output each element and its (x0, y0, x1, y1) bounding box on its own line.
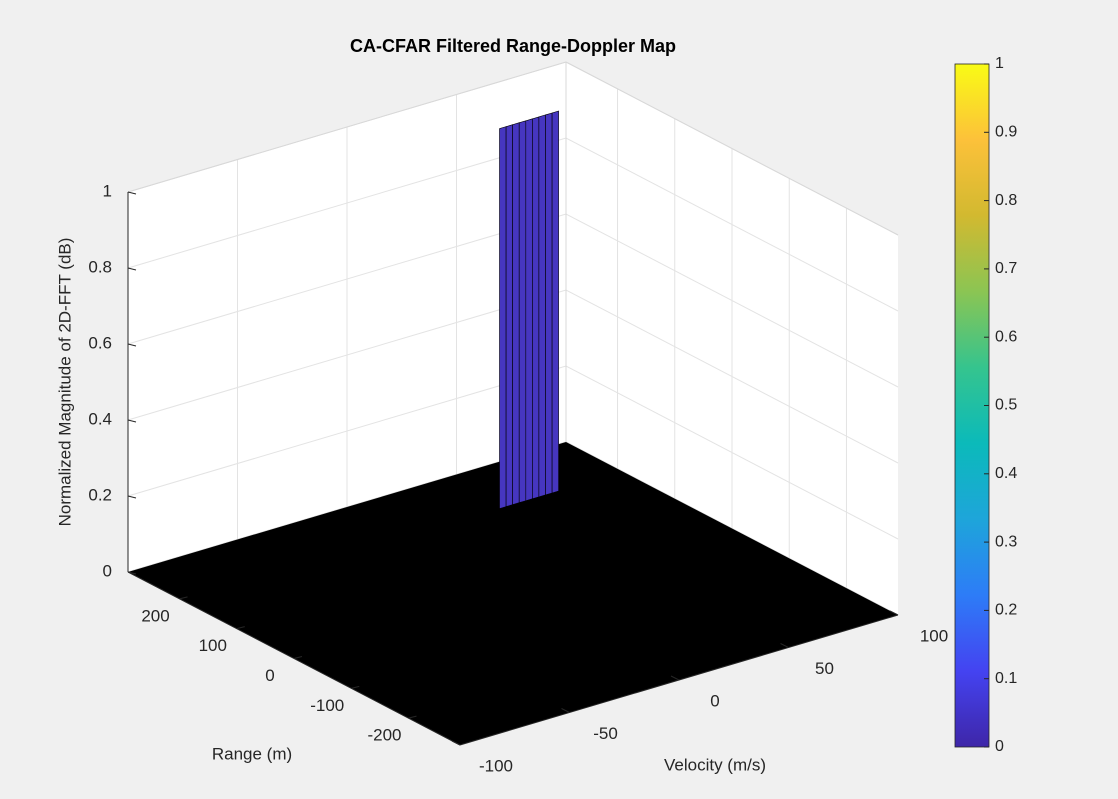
x-tick-label: -100 (479, 756, 513, 775)
colorbar-tick-label: 0.4 (995, 465, 1017, 482)
colorbar-tick-label: 0.2 (995, 602, 1017, 619)
peak-strip (545, 112, 553, 496)
peak-strip (525, 118, 533, 502)
colorbar-tick-label: 0.7 (995, 260, 1017, 277)
peak-strip (532, 116, 540, 500)
tick-mark (351, 685, 360, 689)
z-axis-label: Normalized Magnitude of 2D-FFT (dB) (55, 238, 74, 527)
peak-strip (512, 122, 520, 506)
colorbar-tick-label: 0.9 (995, 124, 1017, 141)
chart-title: CA-CFAR Filtered Range-Doppler Map (350, 36, 676, 56)
x-tick-label: -50 (593, 724, 618, 743)
z-tick-label: 0 (103, 561, 112, 580)
tick-mark (670, 675, 680, 681)
tick-mark (236, 626, 245, 630)
tick-mark (408, 715, 417, 719)
z-tick-label: 1 (103, 181, 112, 200)
tick-mark (293, 656, 303, 659)
tick-mark (127, 343, 137, 347)
tick-mark (561, 708, 570, 713)
colorbar-tick-label: 0.6 (995, 328, 1017, 345)
tick-mark (127, 419, 137, 423)
tick-mark (179, 596, 188, 600)
y-tick-label: 0 (265, 666, 274, 685)
peak-strip (551, 110, 559, 494)
x-tick-label: 0 (710, 691, 719, 710)
tick-mark (127, 267, 137, 271)
tick-mark (127, 191, 137, 195)
y-tick-label: 100 (199, 636, 227, 655)
axis-box-edge (127, 61, 567, 193)
axis-box-edge (565, 61, 899, 236)
z-tick-label: 0.4 (88, 409, 112, 428)
colorbar-tick-label: 0 (995, 738, 1004, 755)
tick-mark (451, 740, 461, 746)
colorbar-tick-label: 0.5 (995, 397, 1017, 414)
z-tick-label: 0.2 (88, 485, 112, 504)
tick-mark (889, 610, 899, 616)
colorbar-tick-label: 1 (995, 55, 1004, 72)
y-tick-label: -200 (367, 726, 401, 745)
x-tick-label: 100 (920, 626, 948, 645)
y-tick-label: 200 (141, 606, 169, 625)
y-axis-label: Range (m) (212, 744, 292, 763)
y-tick-label: -100 (310, 696, 344, 715)
colorbar-tick-label: 0.3 (995, 533, 1017, 550)
z-tick-label: 0.8 (88, 257, 112, 276)
colorbar-tick-label: 0.8 (995, 192, 1017, 209)
peak-strip (538, 114, 546, 498)
tick-mark (127, 571, 137, 575)
x-axis-label: Velocity (m/s) (664, 755, 766, 774)
peak-strip (505, 124, 513, 508)
peak-strip (518, 120, 527, 504)
peak-strip (499, 126, 507, 510)
x-tick-label: 50 (815, 659, 834, 678)
z-tick-label: 0.6 (88, 333, 112, 352)
tick-mark (127, 495, 137, 499)
colorbar (954, 63, 990, 748)
tick-mark (780, 643, 789, 648)
colorbar-tick-label: 0.1 (995, 670, 1017, 687)
surface-floor (128, 442, 898, 745)
